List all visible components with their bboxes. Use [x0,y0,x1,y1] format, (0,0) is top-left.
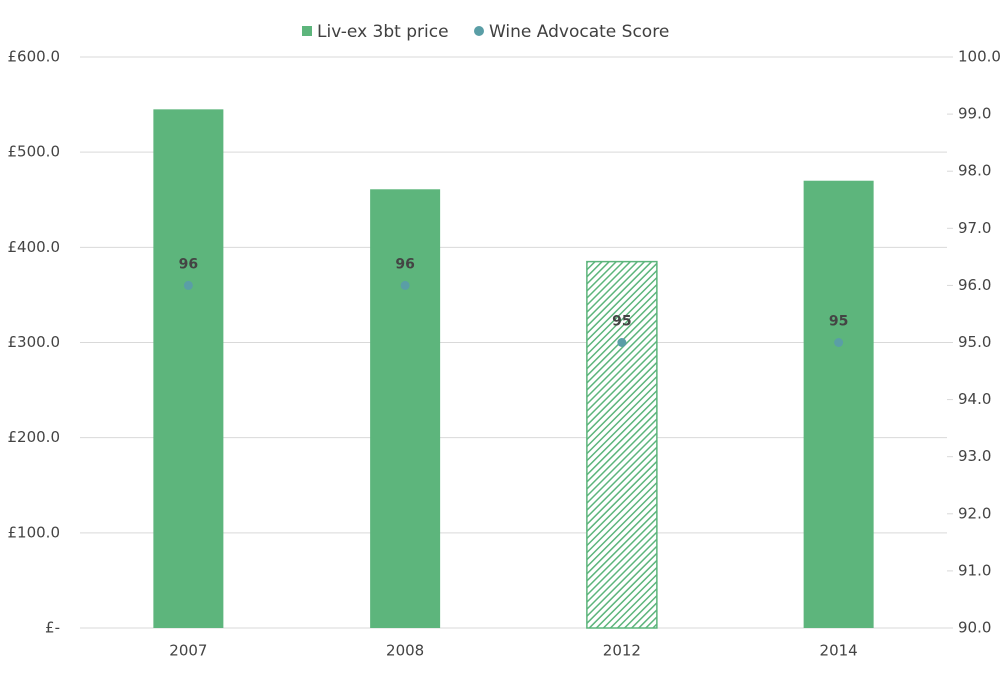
data-label: 95 [612,314,631,330]
y-tick-label: £300.0 [8,333,61,351]
point [834,338,844,347]
legend-label: Wine Advocate Score [489,22,669,42]
y2-tick-label: 98.0 [958,162,991,180]
x-tick-label: 2007 [169,642,207,660]
y-tick-label: £- [45,619,60,637]
y-tick-label: £600.0 [8,48,61,66]
point [400,280,410,290]
bar [153,109,224,628]
x-tick-label: 2008 [386,642,424,660]
data-label: 96 [179,256,198,272]
x-tick-label: 2014 [820,642,858,660]
y2-tick-label: 94.0 [958,390,991,408]
bar [586,260,658,629]
data-label: 95 [829,314,848,330]
y2-tick-label: 92.0 [958,504,991,522]
y2-tick-label: 99.0 [958,105,991,123]
y-tick-label: £100.0 [8,523,61,541]
y2-tick-label: 90.0 [958,619,991,637]
legend-swatch [474,26,484,36]
data-label: 96 [395,256,414,272]
y2-tick-label: 91.0 [958,561,991,579]
y2-tick-label: 96.0 [958,276,991,294]
y-tick-label: £400.0 [8,238,61,256]
y2-tick-label: 93.0 [958,447,991,465]
y2-tick-label: 100.0 [958,48,1001,66]
y2-tick-label: 97.0 [958,219,991,237]
y-tick-label: £200.0 [8,428,61,446]
bar [370,189,441,628]
legend-label: Liv-ex 3bt price [317,22,449,42]
point [617,338,627,347]
y-tick-label: £500.0 [8,143,61,161]
bar [803,180,874,628]
point [183,280,193,290]
legend-swatch [302,26,312,36]
x-tick-label: 2012 [603,642,641,660]
y2-tick-label: 95.0 [958,333,991,351]
